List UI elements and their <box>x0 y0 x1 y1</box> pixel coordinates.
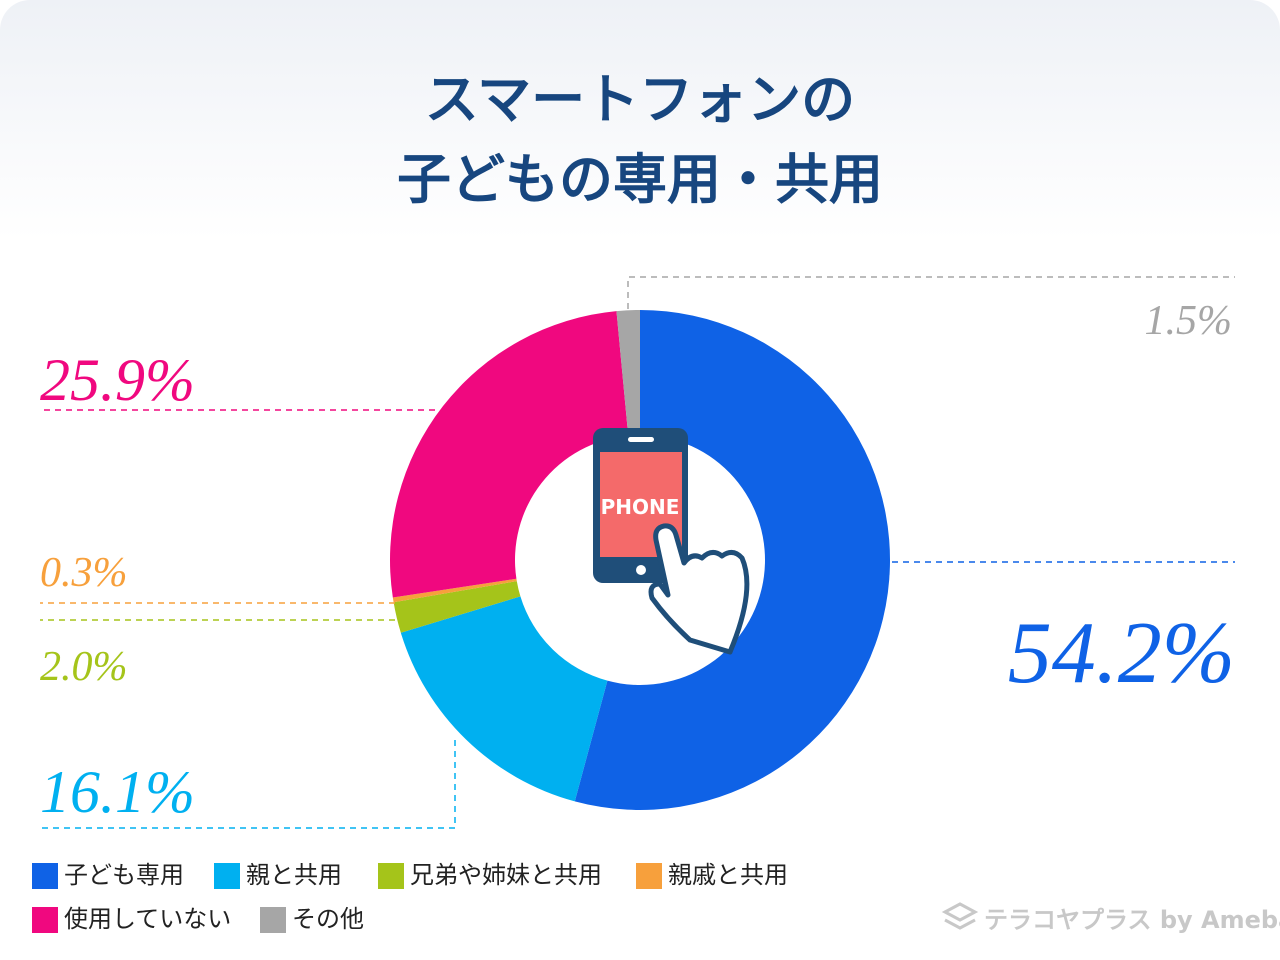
logo: テラコヤプラス by Ameba <box>941 902 1280 934</box>
legend-label: その他 <box>292 905 364 933</box>
data-label: 1.5% <box>1145 298 1233 344</box>
donut-segment <box>616 310 640 436</box>
legend-label: 親戚と共用 <box>668 861 788 889</box>
data-label: 0.3% <box>40 550 128 596</box>
legend-label: 兄弟や姉妹と共用 <box>410 861 602 889</box>
leader-line <box>40 740 456 829</box>
legend-swatch <box>32 863 58 889</box>
data-label: 16.1% <box>40 759 195 825</box>
data-label: 2.0% <box>40 644 128 690</box>
leader-line <box>627 276 1235 320</box>
legend-label: 使用していない <box>64 905 231 933</box>
donut-segment <box>390 311 629 598</box>
chart-title: 子どもの専用・共用 <box>397 148 883 211</box>
phone-icon: PHONE <box>593 428 750 655</box>
data-label: 54.2% <box>1008 605 1235 702</box>
icon-text: PHONE <box>601 495 680 519</box>
donut-segment <box>393 581 521 633</box>
donut-segment <box>392 578 517 603</box>
legend-swatch <box>636 863 662 889</box>
chart-title: スマートフォンの <box>425 68 855 131</box>
legend-swatch <box>32 907 58 933</box>
legend-swatch <box>378 863 404 889</box>
donut-segment <box>400 596 608 802</box>
data-label: 25.9% <box>40 347 195 413</box>
legend-label: 子ども専用 <box>64 861 184 889</box>
source: テラコヤプラス by Ameba <box>984 906 1280 934</box>
legend-swatch <box>260 907 286 933</box>
legend-swatch <box>214 863 240 889</box>
legend-label: 親と共用 <box>246 861 342 889</box>
